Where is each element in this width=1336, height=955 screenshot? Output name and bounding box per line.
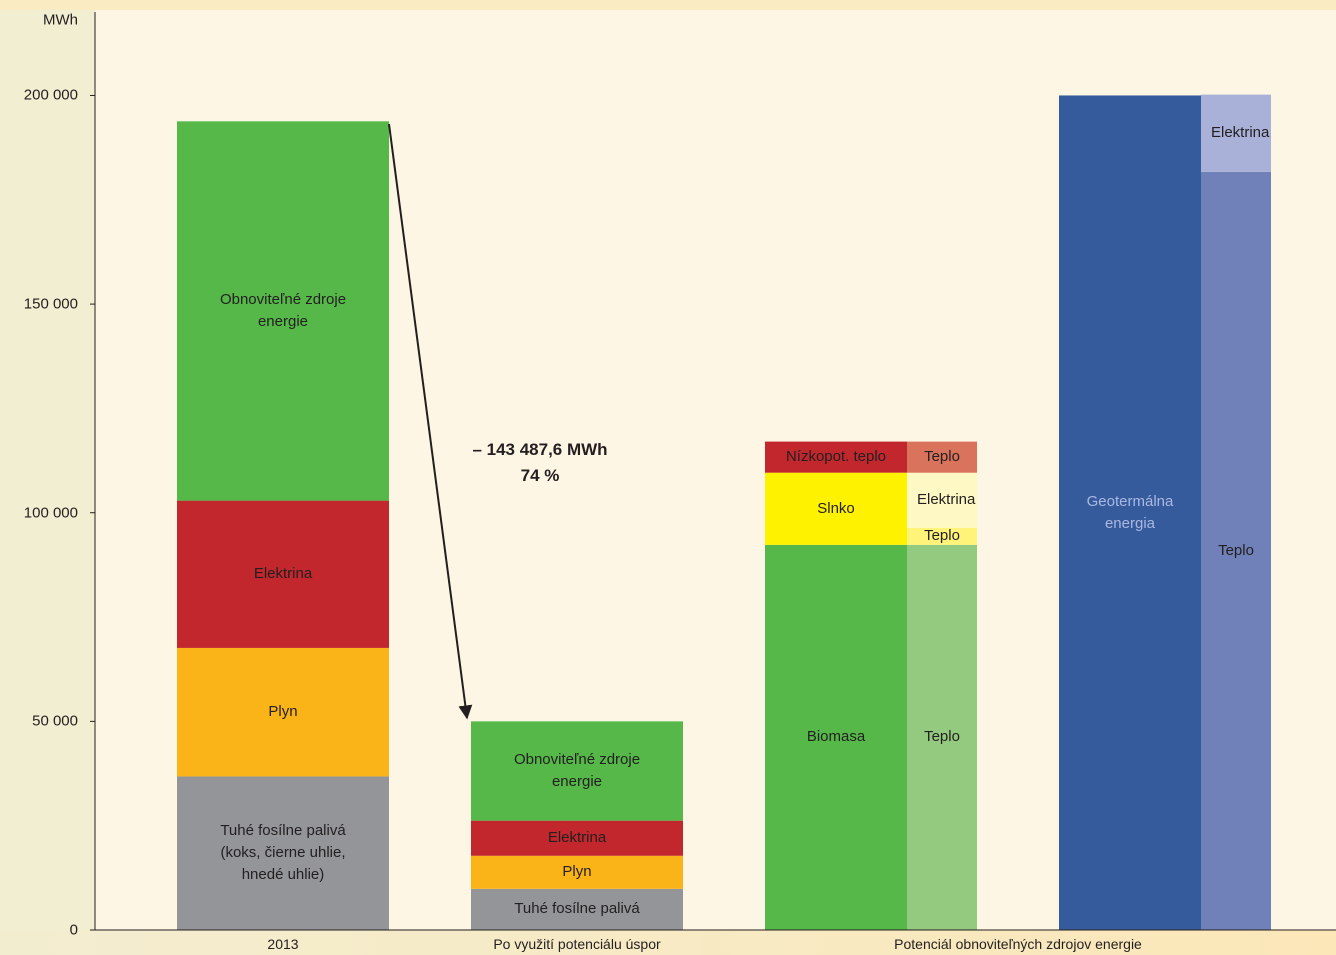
bar-segment xyxy=(471,855,683,889)
segment-label: Teplo xyxy=(924,728,960,746)
segment-label: Elektrina xyxy=(253,565,313,583)
bar-segment xyxy=(471,820,683,856)
segment-label: Tuhé fosílne palivá xyxy=(514,900,640,918)
bar-segment xyxy=(177,500,389,648)
y-tick-label: 50 000 xyxy=(32,712,78,730)
y-tick-label: 0 xyxy=(69,921,78,939)
segment-label: Biomasa xyxy=(806,728,866,746)
y-tick-label: 100 000 xyxy=(23,504,78,522)
bar-segment xyxy=(907,441,977,473)
bar-segment xyxy=(907,544,977,930)
bar-segment xyxy=(765,441,907,473)
segment-label: Plyn xyxy=(562,863,592,881)
bar-segment xyxy=(765,472,907,545)
segment-label: Tuhé fosílne palivá (koks, čierne uhlie,… xyxy=(220,822,346,884)
annotation: – 143 487,6 MWh xyxy=(472,440,608,459)
segment-label: Slnko xyxy=(817,499,855,517)
segment-label: Teplo xyxy=(924,527,960,545)
x-tick-label: Po využití potenciálu úspor xyxy=(493,936,661,952)
segment-label: Obnoviteľné zdroje energie xyxy=(513,751,641,791)
y-tick-label: 150 000 xyxy=(23,295,78,313)
segment-label: Elektrina xyxy=(917,491,976,509)
bar-segment xyxy=(177,776,389,930)
x-tick-label: 2013 xyxy=(267,936,299,952)
axis-band xyxy=(0,0,95,955)
bar-segment xyxy=(471,888,683,930)
top-band xyxy=(0,0,1336,10)
bar-segment xyxy=(765,544,907,930)
segment-label: Nízkopot. teplo xyxy=(785,448,887,466)
x-tick-label: Potenciál obnoviteľných zdrojov energie xyxy=(894,936,1142,952)
annotation: 74 % xyxy=(520,466,560,485)
segment-label: Geotermálna energia xyxy=(1086,492,1174,532)
bar-segment xyxy=(1059,95,1201,931)
bar-segment xyxy=(1201,171,1271,931)
segment-label: Teplo xyxy=(1218,541,1254,559)
bar-segment xyxy=(177,121,389,501)
bar-segment xyxy=(907,472,977,528)
y-tick-label: 200 000 xyxy=(23,86,78,104)
bottom-band xyxy=(0,930,1336,955)
bar-segment xyxy=(907,527,977,545)
bar-segment xyxy=(1201,94,1271,172)
segment-label: Elektrina xyxy=(1211,124,1270,142)
segment-label: Obnoviteľné zdroje energie xyxy=(219,290,347,330)
segment-label: Elektrina xyxy=(547,829,607,847)
reduction-arrow xyxy=(388,123,473,720)
segment-label: Teplo xyxy=(924,448,960,466)
segment-label: Plyn xyxy=(268,703,298,721)
y-axis-label: MWh xyxy=(43,11,78,29)
bar-segment xyxy=(177,647,389,777)
bar-segment xyxy=(471,721,683,821)
